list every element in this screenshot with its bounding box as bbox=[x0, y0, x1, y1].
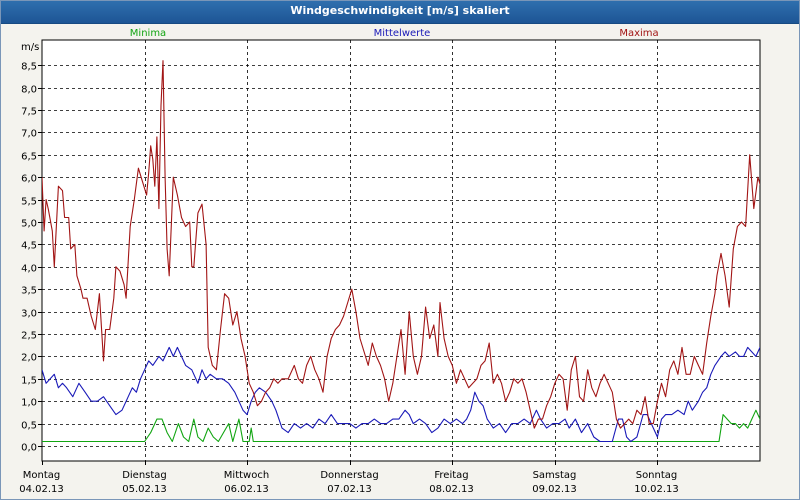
y-tick-label: 4,0 bbox=[21, 264, 37, 275]
x-tick-label-date: 04.02.13 bbox=[19, 484, 64, 495]
x-tick-label-weekday: Donnerstag bbox=[320, 470, 378, 481]
y-tick-label: 6,0 bbox=[21, 174, 37, 185]
y-tick-label: 2,0 bbox=[21, 353, 37, 364]
y-tick-label: 7,0 bbox=[21, 129, 37, 140]
y-tick-label: 3,0 bbox=[21, 309, 37, 320]
y-tick-label: 6,5 bbox=[21, 152, 37, 163]
plot-area bbox=[41, 39, 761, 462]
y-tick-label: 3,5 bbox=[21, 286, 37, 297]
series-line-minima bbox=[42, 409, 760, 443]
y-tick-label: 4,5 bbox=[21, 241, 37, 252]
y-tick-label: 2,5 bbox=[21, 331, 37, 342]
window-title: Windgeschwindigkeit [m/s] skaliert bbox=[290, 4, 510, 17]
x-tick-label-date: 05.02.13 bbox=[122, 484, 167, 495]
x-tick-label-weekday: Sonntag bbox=[636, 470, 678, 481]
x-tick-label-date: 06.02.13 bbox=[224, 484, 269, 495]
y-tick-label: 5,5 bbox=[21, 197, 37, 208]
y-tick-label: 0,0 bbox=[21, 443, 37, 454]
y-tick-label: 1,0 bbox=[21, 398, 37, 409]
y-tick-label: 8,0 bbox=[21, 85, 37, 96]
y-tick-label: 5,0 bbox=[21, 219, 37, 230]
legend-mittelwerte: Mittelwerte bbox=[374, 28, 431, 39]
x-tick-label-weekday: Freitag bbox=[434, 470, 468, 481]
series-line-maxima bbox=[42, 60, 760, 429]
title-bar: Windgeschwindigkeit [m/s] skaliert bbox=[1, 1, 799, 24]
y-tick-label: 7,5 bbox=[21, 107, 37, 118]
x-tick-label-date: 08.02.13 bbox=[429, 484, 474, 495]
x-tick-label-weekday: Montag bbox=[23, 470, 60, 481]
x-tick-label-date: 09.02.13 bbox=[532, 484, 577, 495]
x-tick-label-weekday: Dienstag bbox=[122, 470, 167, 481]
series-line-mittelwerte bbox=[42, 346, 760, 443]
x-tick-label-date: 10.02.13 bbox=[634, 484, 679, 495]
wind-speed-chart: 0,0 0,5 1,0 1,5 2,0 2,5 3,0 3,5 4,0 4,5 5,0 5,5 6,0 6… bbox=[19, 28, 761, 495]
y-tick-label: 0,5 bbox=[21, 421, 37, 432]
y-tick-label: 8,5 bbox=[21, 62, 37, 73]
x-tick-label-weekday: Samstag bbox=[533, 470, 577, 481]
legend-minima: Minima bbox=[130, 28, 166, 39]
y-axis-label: m/s bbox=[21, 42, 39, 53]
x-tick-label-weekday: Mittwoch bbox=[224, 470, 269, 481]
legend-maxima: Maxima bbox=[619, 28, 658, 39]
y-tick-label: 1,5 bbox=[21, 376, 37, 387]
x-tick-label-date: 07.02.13 bbox=[327, 484, 372, 495]
